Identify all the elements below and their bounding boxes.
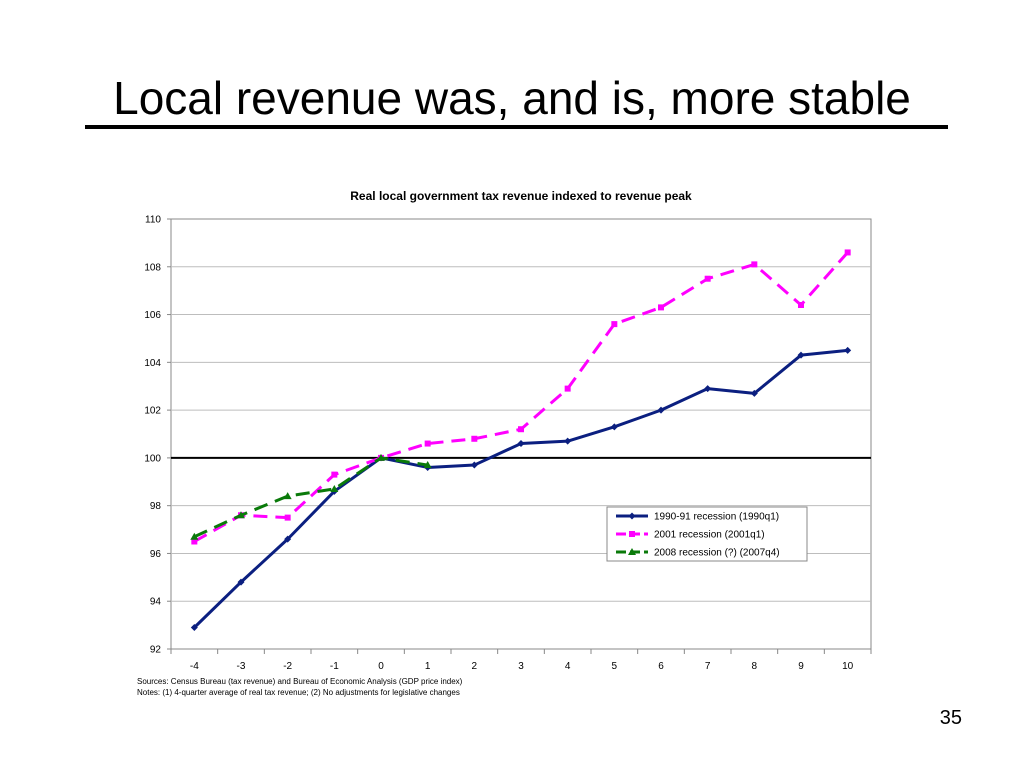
- x-tick-label: 2: [472, 661, 478, 672]
- x-tick-label: -4: [190, 661, 199, 672]
- x-tick-label: -3: [237, 661, 246, 672]
- series-layer: [190, 249, 852, 631]
- data-point: [283, 492, 292, 500]
- page-number: 35: [939, 707, 962, 729]
- y-tick-label: 92: [150, 645, 162, 656]
- x-tick-label: 6: [658, 661, 664, 672]
- legend-label: 2001 recession (2001q1): [654, 530, 765, 541]
- data-point: [284, 514, 291, 521]
- y-axis: 92 94 96 98 100 102 104 106 108 110: [144, 215, 171, 656]
- data-point: [518, 426, 524, 433]
- x-tick-label: 7: [705, 661, 711, 672]
- x-tick-label: -1: [330, 661, 339, 672]
- data-point: [611, 321, 618, 328]
- data-point: [564, 437, 572, 445]
- x-axis: -4 -3 -2 -1 0 1 2 3 4 5 6 7 8 9 10: [170, 649, 872, 672]
- y-tick-label: 106: [144, 310, 161, 321]
- x-tick-label: 10: [842, 661, 854, 672]
- data-point: [564, 385, 571, 392]
- y-tick-label: 110: [145, 215, 161, 226]
- legend-item: 2001 recession (2001q1): [616, 530, 765, 541]
- data-point: [423, 461, 432, 469]
- data-point: [844, 346, 852, 354]
- y-tick-label: 100: [144, 453, 161, 464]
- x-tick-label: -2: [283, 661, 292, 672]
- data-point: [377, 453, 385, 461]
- sources-note: Sources: Census Bureau (tax revenue) and…: [137, 677, 463, 686]
- y-tick-label: 98: [150, 501, 162, 512]
- legend-label: 2008 recession (?) (2007q4): [654, 548, 780, 559]
- legend: 1990-91 recession (1990q1) 2001 recession…: [606, 506, 808, 562]
- legend-item: 2008 recession (?) (2007q4): [616, 548, 780, 559]
- x-tick-label: 5: [612, 661, 618, 672]
- data-point: [751, 261, 758, 268]
- data-point: [237, 578, 245, 586]
- legend-marker: [628, 512, 636, 520]
- y-tick-label: 96: [150, 549, 162, 560]
- data-point: [750, 389, 758, 397]
- y-tick-label: 104: [144, 358, 161, 369]
- data-point: [190, 624, 198, 631]
- title-underline: [85, 125, 948, 129]
- series-3: [190, 453, 432, 540]
- notes-note: Notes: (1) 4-quarter average of real tax…: [137, 688, 460, 697]
- data-point: [610, 423, 618, 431]
- plot-area: [170, 218, 872, 650]
- x-tick-label: 1: [425, 661, 431, 672]
- x-tick-label: 8: [752, 661, 758, 672]
- data-point: [237, 511, 245, 519]
- data-point: [190, 532, 199, 540]
- data-point: [798, 302, 804, 308]
- data-point: [330, 484, 339, 492]
- x-tick-label: 9: [798, 661, 804, 672]
- y-tick-label: 102: [144, 406, 161, 417]
- data-point: [657, 406, 665, 414]
- data-point: [424, 440, 431, 447]
- legend-marker: [628, 548, 636, 555]
- data-point: [470, 461, 478, 469]
- data-point: [471, 435, 478, 442]
- data-point: [704, 385, 712, 393]
- data-point: [797, 351, 805, 359]
- data-point: [331, 471, 338, 478]
- data-point: [658, 304, 664, 311]
- chart-title: Real local government tax revenue indexe…: [350, 189, 692, 203]
- y-tick-label: 94: [150, 597, 162, 608]
- data-point: [191, 538, 198, 545]
- y-tick-label: 108: [144, 262, 161, 273]
- x-tick-label: 0: [378, 661, 384, 672]
- data-point: [704, 275, 711, 282]
- data-point: [844, 249, 851, 256]
- slide-title: Local revenue was, and is, more stable: [113, 72, 911, 124]
- legend-label: 1990-91 recession (1990q1): [654, 512, 779, 523]
- x-tick-label: 3: [518, 661, 524, 672]
- legend-marker: [629, 531, 635, 537]
- data-point: [284, 535, 292, 543]
- legend-item: 1990-91 recession (1990q1): [616, 512, 779, 523]
- x-tick-label: 4: [565, 661, 571, 672]
- data-point: [517, 440, 525, 448]
